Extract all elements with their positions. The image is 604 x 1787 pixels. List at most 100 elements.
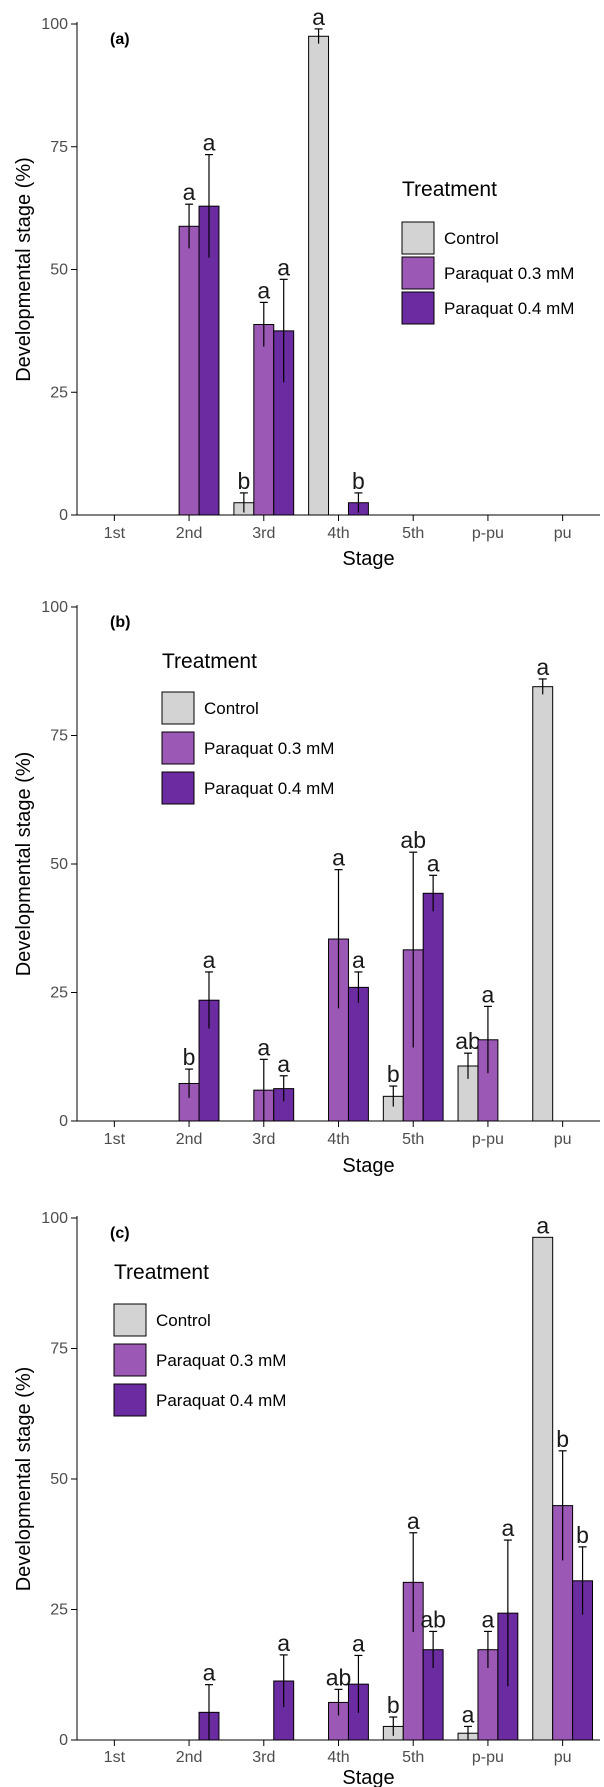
x-tick-label: 4th	[327, 1131, 349, 1148]
y-axis-title: Developmental stage (%)	[13, 157, 35, 382]
x-tick-label: 3rd	[252, 525, 275, 542]
legend-label: Paraquat 0.4 mM	[204, 779, 334, 798]
significance-label: a	[257, 1034, 270, 1060]
x-tick-label: 3rd	[252, 1749, 275, 1766]
significance-label: b	[237, 468, 250, 494]
bar	[253, 323, 275, 516]
bar	[532, 686, 554, 1122]
significance-label: a	[277, 254, 290, 280]
x-tick-label: pu	[554, 1749, 572, 1766]
y-tick-label: 0	[59, 507, 68, 524]
x-tick-label: 2nd	[176, 1749, 203, 1766]
chart-panel-1: 0 25 50 75 100 1st 2nd 3rd 4th 5th p-pu pu Stage Deve…	[13, 4, 600, 570]
legend-swatch	[113, 1303, 147, 1337]
y-axis-title: Developmental stage (%)	[13, 1367, 35, 1592]
legend-swatch	[161, 771, 195, 805]
y-tick-label: 50	[50, 1471, 68, 1488]
chart-panel-3: 0 25 50 75 100 1st 2nd 3rd 4th 5th p-pu pu Stage Deve…	[13, 1210, 600, 1787]
x-tick-label: 1st	[104, 525, 126, 542]
significance-label: b	[556, 1426, 569, 1452]
significance-label: a	[203, 947, 216, 973]
legend-label: Paraquat 0.4 mM	[444, 299, 574, 318]
legend-title: Treatment	[114, 1261, 209, 1284]
legend-label: Control	[204, 699, 259, 718]
legend-label: Paraquat 0.3 mM	[444, 264, 574, 283]
x-tick-label: 4th	[327, 1749, 349, 1766]
bar	[178, 225, 200, 516]
significance-label: a	[352, 1630, 365, 1656]
y-axis-title: Developmental stage (%)	[13, 752, 35, 977]
panel-label: (b)	[110, 614, 130, 631]
significance-label: a	[482, 1606, 495, 1632]
significance-label: ab	[326, 1664, 352, 1690]
significance-label: a	[183, 179, 196, 205]
significance-label: a	[536, 654, 549, 680]
chart-panel-2: 0 25 50 75 100 1st 2nd 3rd 4th 5th p-pu pu Stage Deve…	[13, 599, 600, 1177]
y-tick-label: 25	[50, 985, 68, 1002]
panel-label: (a)	[110, 31, 130, 48]
significance-label: a	[277, 1630, 290, 1656]
significance-label: b	[387, 1061, 400, 1087]
significance-label: a	[427, 850, 440, 876]
significance-label: ab	[400, 827, 426, 853]
x-axis-title: Stage	[342, 1767, 394, 1787]
y-tick-label: 0	[59, 1732, 68, 1749]
significance-label: a	[203, 1660, 216, 1686]
significance-label: a	[277, 1051, 290, 1077]
x-axis-title: Stage	[342, 1155, 394, 1177]
significance-label: a	[312, 4, 325, 30]
legend: Treatment Control Paraquat 0.3 mM Paraquat …	[401, 178, 574, 325]
x-tick-label: 5th	[402, 1131, 424, 1148]
y-tick-label: 75	[50, 139, 68, 156]
bar	[308, 35, 330, 516]
legend: Treatment Control Paraquat 0.3 mM Paraquat …	[161, 650, 334, 805]
significance-label: b	[183, 1044, 196, 1070]
x-tick-label: 2nd	[176, 525, 203, 542]
x-tick-label: 4th	[327, 525, 349, 542]
x-tick-label: 1st	[104, 1749, 126, 1766]
significance-label: b	[387, 1692, 400, 1718]
significance-label: a	[536, 1212, 549, 1238]
legend-swatch	[161, 731, 195, 765]
y-tick-label: 25	[50, 1602, 68, 1619]
legend-label: Paraquat 0.4 mM	[156, 1391, 286, 1410]
y-tick-label: 75	[50, 728, 68, 745]
significance-label: a	[257, 277, 270, 303]
significance-label: a	[407, 1508, 420, 1534]
significance-label: a	[332, 845, 345, 871]
bar	[422, 892, 444, 1122]
legend-label: Control	[444, 229, 499, 248]
legend-label: Paraquat 0.3 mM	[204, 739, 334, 758]
y-tick-label: 100	[41, 1210, 68, 1227]
bar	[347, 986, 369, 1122]
x-axis-title: Stage	[342, 548, 394, 570]
y-tick-label: 50	[50, 262, 68, 279]
bar	[532, 1236, 554, 1741]
legend-swatch	[113, 1383, 147, 1417]
y-tick-label: 75	[50, 1341, 68, 1358]
legend-title: Treatment	[402, 178, 497, 201]
significance-label: a	[203, 130, 216, 156]
x-tick-label: p-pu	[472, 1749, 504, 1766]
y-tick-label: 0	[59, 1113, 68, 1130]
x-tick-label: 2nd	[176, 1131, 203, 1148]
significance-label: a	[462, 1701, 475, 1727]
legend-swatch	[401, 221, 435, 255]
y-tick-label: 50	[50, 856, 68, 873]
legend-swatch	[161, 691, 195, 725]
x-tick-label: 3rd	[252, 1131, 275, 1148]
y-tick-label: 100	[41, 16, 68, 33]
x-tick-label: pu	[554, 1131, 572, 1148]
panel-label: (c)	[110, 1225, 130, 1242]
legend-label: Control	[156, 1311, 211, 1330]
significance-label: ab	[455, 1028, 481, 1054]
significance-label: ab	[420, 1606, 446, 1632]
y-tick-label: 100	[41, 599, 68, 616]
x-tick-label: p-pu	[472, 1131, 504, 1148]
significance-label: a	[501, 1515, 514, 1541]
significance-label: b	[352, 468, 365, 494]
significance-label: a	[352, 947, 365, 973]
legend-swatch	[113, 1343, 147, 1377]
legend-swatch	[401, 291, 435, 325]
x-tick-label: 5th	[402, 1749, 424, 1766]
